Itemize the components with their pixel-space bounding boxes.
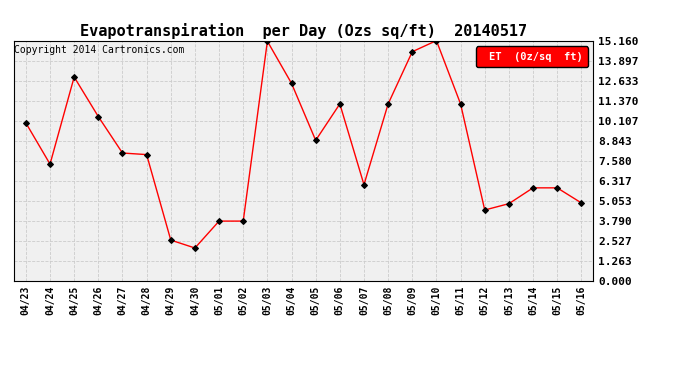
Point (214, 218, 225, 224)
Point (552, 185, 563, 191)
Point (141, 152, 152, 157)
Point (479, 207, 490, 213)
Legend: ET  (0z/sq  ft): ET (0z/sq ft) (475, 46, 588, 67)
Point (262, 38, 273, 44)
Point (189, 245, 200, 251)
Title: Evapotranspiration  per Day (Ozs sq/ft)  20140517: Evapotranspiration per Day (Ozs sq/ft) 2… (80, 23, 527, 39)
Point (310, 137, 321, 143)
Point (455, 101, 466, 107)
Point (237, 218, 248, 224)
Point (359, 182, 370, 188)
Point (504, 201, 515, 207)
Point (69, 74, 79, 80)
Point (117, 150, 128, 156)
Point (575, 200, 586, 206)
Point (44, 161, 55, 167)
Point (286, 80, 297, 86)
Point (21, 120, 32, 126)
Point (527, 185, 538, 191)
Text: Copyright 2014 Cartronics.com: Copyright 2014 Cartronics.com (14, 45, 184, 55)
Point (165, 237, 176, 243)
Point (431, 38, 442, 44)
Point (334, 101, 345, 107)
Point (92, 114, 104, 120)
Point (382, 101, 393, 107)
Point (406, 49, 417, 55)
